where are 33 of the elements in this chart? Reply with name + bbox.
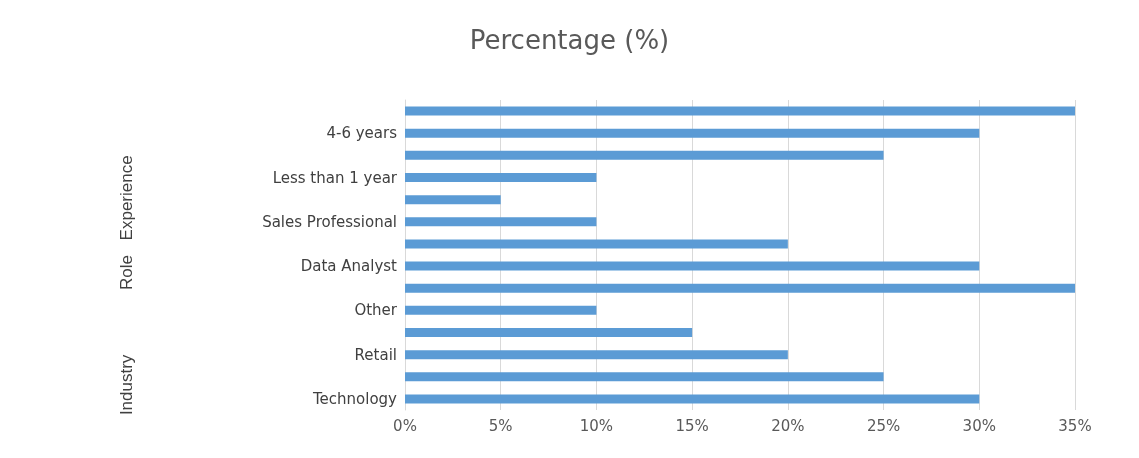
bar [405, 261, 980, 271]
y-tick-label: Less than 1 year [272, 168, 398, 187]
x-tick-label: 0% [393, 416, 417, 435]
bar [405, 283, 1075, 293]
y-tick-label: Sales Professional [262, 212, 397, 231]
y-tick-label: Technology [311, 389, 398, 408]
bar [405, 305, 597, 315]
bar [405, 128, 980, 138]
text: Experience [117, 155, 136, 241]
bar [405, 372, 884, 382]
x-tick-label: 10% [579, 416, 614, 435]
bar [405, 106, 1075, 116]
bar [405, 217, 597, 227]
chart-title: Percentage (%) [469, 25, 670, 55]
x-tick-label: 30% [962, 416, 996, 435]
bar [405, 350, 788, 360]
bar [405, 328, 693, 337]
bar [405, 195, 501, 205]
x-tick-label: 25% [866, 416, 901, 435]
y-tick-label: Data Analyst [300, 257, 398, 276]
text: Role [117, 255, 136, 290]
x-tick-label: 35% [1058, 416, 1092, 435]
x-tick-label: 15% [675, 416, 709, 435]
bar [405, 239, 788, 249]
bar [405, 150, 884, 160]
bar [405, 173, 597, 182]
y-tick-label: Retail [354, 345, 397, 364]
x-tick-label: 5% [488, 416, 513, 435]
text: Industry [117, 354, 136, 416]
y-tick-label: 4-6 years [326, 124, 398, 143]
x-tick-label: 20% [771, 416, 805, 435]
y-tick-label: Other [354, 301, 398, 320]
bar [405, 394, 980, 404]
